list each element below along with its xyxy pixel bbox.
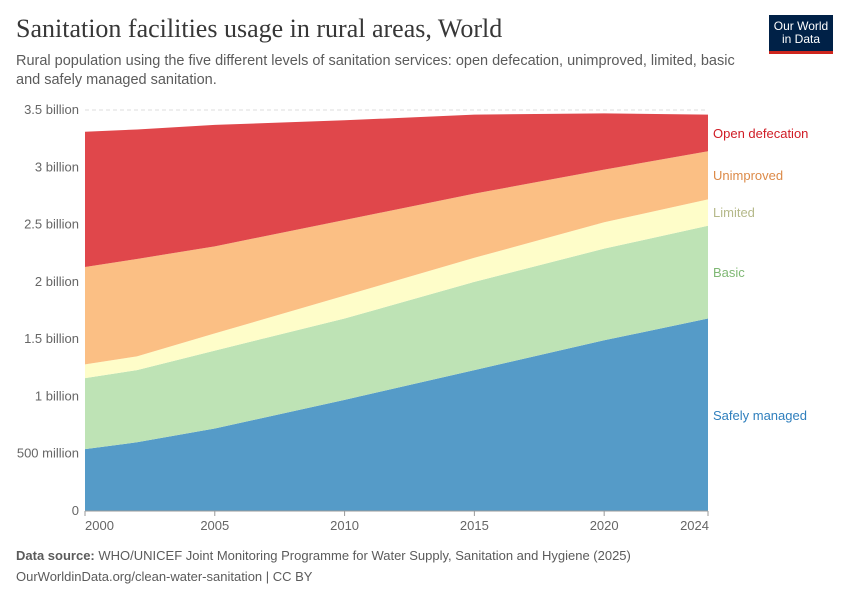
x-tick-label: 2015 xyxy=(460,518,489,533)
series-label: Open defecation xyxy=(713,126,808,141)
y-tick-label: 3 billion xyxy=(35,159,79,174)
series-label: Unimproved xyxy=(713,168,783,183)
x-tick-label: 2020 xyxy=(590,518,619,533)
owid-logo[interactable]: Our World in Data xyxy=(769,15,833,54)
y-tick-label: 0 xyxy=(72,503,79,518)
source-label: Data source: xyxy=(16,548,95,563)
chart-title: Sanitation facilities usage in rural are… xyxy=(16,14,503,43)
area-open-defecation xyxy=(85,113,708,267)
area-limited xyxy=(85,199,708,379)
x-tick-label: 2024 xyxy=(680,518,709,533)
y-tick-label: 1.5 billion xyxy=(24,331,79,346)
y-tick-label: 500 million xyxy=(17,446,79,461)
y-tick-label: 2.5 billion xyxy=(24,217,79,232)
source-link[interactable]: OurWorldinData.org/clean-water-sanitatio… xyxy=(16,569,313,584)
data-source: Data source: WHO/UNICEF Joint Monitoring… xyxy=(16,548,631,563)
x-tick-label: 2000 xyxy=(85,518,114,533)
area-safely-managed xyxy=(85,318,708,511)
x-tick-label: 2005 xyxy=(200,518,229,533)
series-label: Basic xyxy=(713,265,745,280)
y-tick-label: 3.5 billion xyxy=(24,102,79,117)
area-basic xyxy=(85,225,708,450)
y-tick-label: 1 billion xyxy=(35,388,79,403)
area-unimproved xyxy=(85,151,708,365)
series-label: Safely managed xyxy=(713,408,807,423)
y-tick-label: 2 billion xyxy=(35,274,79,289)
source-text: WHO/UNICEF Joint Monitoring Programme fo… xyxy=(98,548,631,563)
x-tick-label: 2010 xyxy=(330,518,359,533)
chart-subtitle: Rural population using the five differen… xyxy=(16,53,735,88)
series-label: Limited xyxy=(713,205,755,220)
